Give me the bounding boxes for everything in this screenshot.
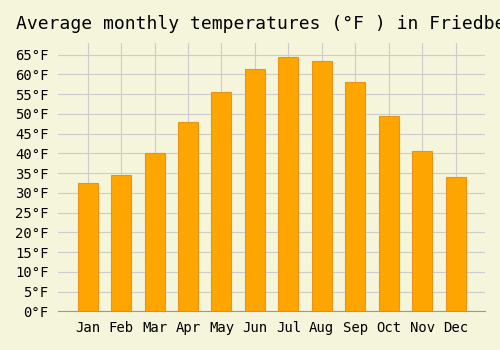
Bar bbox=[278, 57, 298, 311]
Bar bbox=[178, 122, 198, 311]
Bar bbox=[378, 116, 398, 311]
Bar bbox=[245, 69, 265, 311]
Bar bbox=[78, 183, 98, 311]
Bar bbox=[111, 175, 131, 311]
Bar bbox=[345, 82, 366, 311]
Bar bbox=[312, 61, 332, 311]
Title: Average monthly temperatures (°F ) in Friedberg: Average monthly temperatures (°F ) in Fr… bbox=[16, 15, 500, 33]
Bar bbox=[144, 153, 165, 311]
Bar bbox=[446, 177, 466, 311]
Bar bbox=[412, 152, 432, 311]
Bar bbox=[212, 92, 232, 311]
